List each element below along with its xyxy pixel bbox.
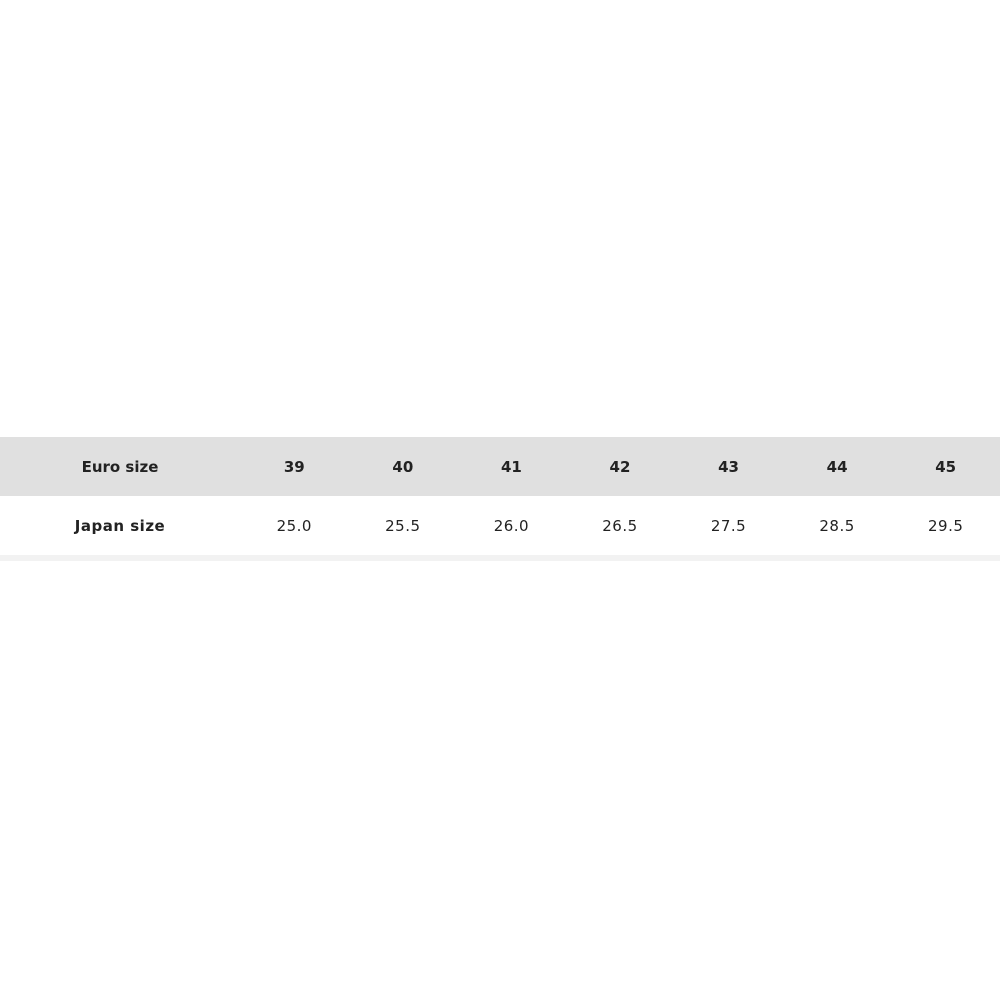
euro-size-row: Euro size 39 40 41 42 43 44 45 [0, 437, 1000, 496]
euro-size-cell: 39 [283, 457, 305, 476]
japan-size-cell: 26.0 [493, 516, 530, 535]
japan-size-cell: 26.5 [602, 516, 638, 535]
size-conversion-table: Euro size 39 40 41 42 43 44 45 Japan siz… [0, 437, 1000, 555]
japan-size-cell: 27.5 [710, 516, 747, 535]
euro-size-cell: 42 [609, 457, 631, 476]
japan-size-cell: 25.0 [276, 516, 312, 535]
japan-size-cell: 29.5 [927, 516, 964, 535]
euro-size-cell: 40 [392, 457, 414, 476]
euro-size-cell: 45 [935, 457, 957, 476]
japan-size-row: Japan size 25.0 25.5 26.0 26.5 27.5 28.5… [0, 496, 1000, 555]
table-bottom-divider [0, 555, 1000, 561]
row-label: Japan size [74, 516, 166, 535]
euro-size-cell: 43 [718, 457, 739, 476]
row-label: Euro size [81, 457, 159, 476]
euro-size-cell: 44 [826, 457, 848, 476]
japan-size-cell: 28.5 [819, 516, 855, 535]
euro-size-cell: 41 [500, 457, 522, 476]
japan-size-cell: 25.5 [385, 516, 421, 535]
